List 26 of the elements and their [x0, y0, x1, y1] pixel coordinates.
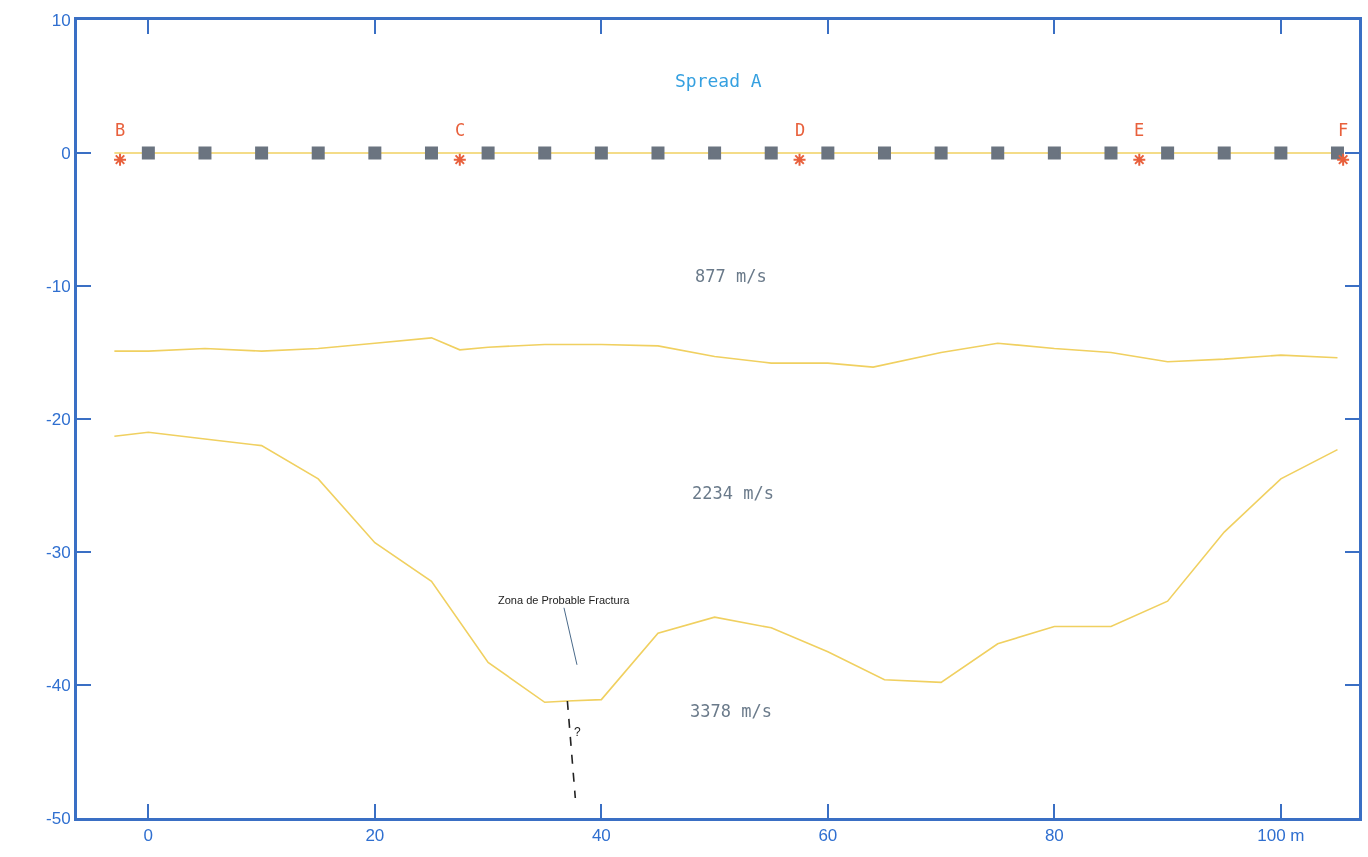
y-tick-label: -20 — [46, 409, 71, 429]
y-tick-label: -40 — [46, 675, 71, 695]
annotation: E — [1134, 120, 1145, 140]
y-tick-label: -50 — [46, 808, 71, 828]
x-tick-label: 60 — [818, 826, 838, 846]
x-tick-label: 20 — [365, 826, 385, 846]
line-series — [113, 431, 1339, 704]
y-tick-label: -10 — [46, 276, 71, 296]
x-tick-label: 40 — [591, 826, 611, 846]
annotation: C — [455, 120, 466, 140]
y-tick-label: 10 — [51, 10, 71, 30]
x-tick-label: 100 m — [1257, 826, 1305, 846]
y-tick-label: -30 — [46, 542, 71, 562]
x-tick-label: 80 — [1044, 826, 1064, 846]
line-series — [113, 337, 1339, 368]
annotation: 3378 m/s — [690, 701, 772, 721]
annotation: F — [1338, 120, 1349, 140]
annotation: D — [795, 120, 806, 140]
annotation: 2234 m/s — [692, 483, 774, 503]
annotation: Zona de Probable Fractura — [498, 594, 631, 606]
x-tick-label: 0 — [143, 826, 154, 846]
y-tick-label: 0 — [61, 143, 71, 163]
annotation: ? — [574, 725, 581, 739]
annotation: B — [115, 120, 126, 140]
text: Spread A — [675, 70, 762, 91]
annotation: 877 m/s — [695, 266, 767, 286]
